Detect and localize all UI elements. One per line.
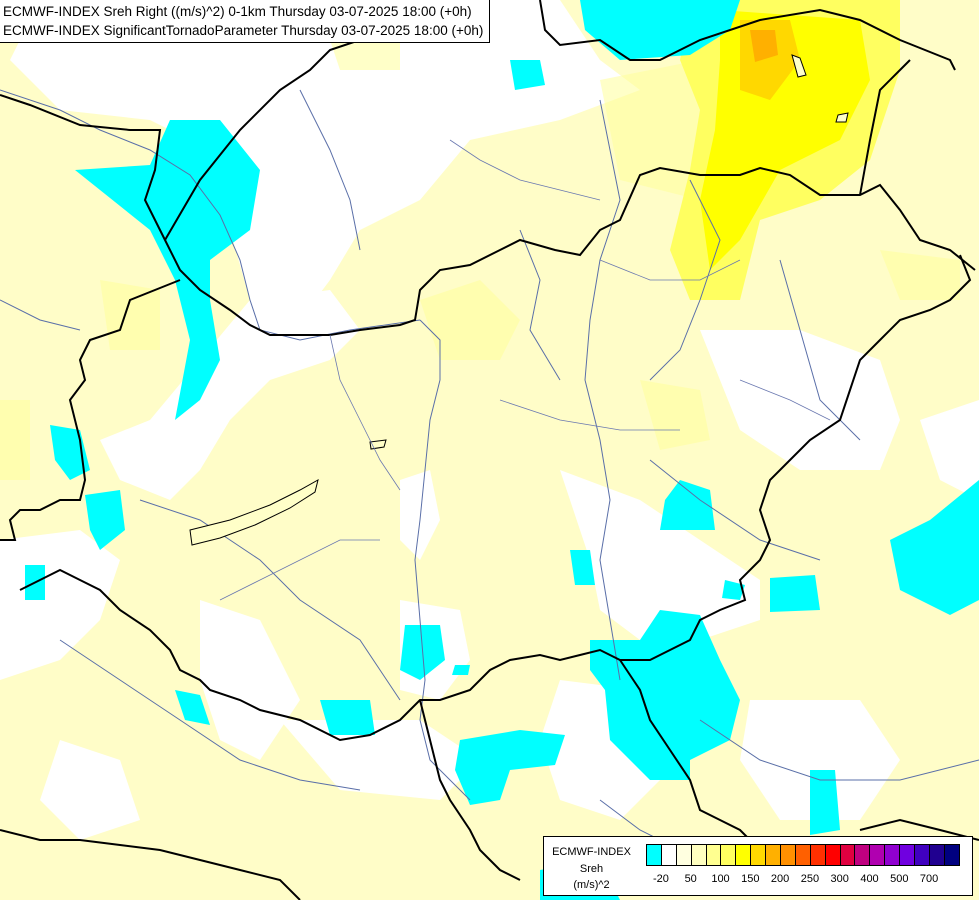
high-sreh-area bbox=[670, 0, 900, 300]
low-sreh-areas bbox=[25, 0, 979, 900]
legend-tick-label: 50 bbox=[684, 873, 697, 885]
legend-swatch bbox=[855, 844, 871, 866]
legend-swatch bbox=[825, 844, 841, 866]
legend-swatch-bar bbox=[646, 844, 960, 866]
legend-swatch bbox=[929, 844, 945, 866]
legend-swatch bbox=[900, 844, 916, 866]
legend-swatch bbox=[647, 844, 662, 866]
province-borders bbox=[219, 139, 831, 601]
legend-tick-label: 300 bbox=[830, 873, 849, 885]
legend-swatch bbox=[661, 844, 677, 866]
lakes bbox=[189, 54, 849, 546]
legend-tick-label: 250 bbox=[800, 873, 820, 885]
legend-tick-label: 400 bbox=[860, 873, 879, 885]
legend-swatch bbox=[736, 844, 752, 866]
legend-swatch bbox=[706, 844, 722, 866]
legend-swatch bbox=[766, 844, 782, 866]
map-title-line-2: ECMWF-INDEX SignificantTornadoParameter … bbox=[3, 23, 484, 38]
legend-swatch bbox=[676, 844, 692, 866]
legend-tick-label: 500 bbox=[890, 873, 909, 885]
legend-swatch bbox=[691, 844, 707, 866]
legend-swatch bbox=[810, 844, 826, 866]
legend-swatch bbox=[751, 844, 767, 866]
map-title-box: ECMWF-INDEX Sreh Right ((m/s)^2) 0-1km T… bbox=[0, 0, 491, 43]
legend-tick-label: 150 bbox=[741, 873, 760, 885]
map-title-line-1: ECMWF-INDEX Sreh Right ((m/s)^2) 0-1km T… bbox=[3, 4, 472, 19]
legend-unit-label: (m/s)^2 bbox=[573, 879, 610, 891]
legend-swatch bbox=[915, 844, 930, 866]
legend-tick-labels: -20 50 100 150 200 250 300 400 500 700 bbox=[646, 873, 966, 889]
legend-swatch bbox=[795, 844, 811, 866]
legend-swatch bbox=[885, 844, 901, 866]
legend-swatch bbox=[870, 844, 886, 866]
legend-swatch bbox=[721, 844, 737, 866]
legend-tick-label: 200 bbox=[770, 873, 790, 885]
legend-model-label: ECMWF-INDEX bbox=[552, 846, 631, 858]
legend-swatch bbox=[944, 844, 960, 866]
color-legend: ECMWF-INDEX Sreh (m/s)^2 -20 50 100 150 200 2… bbox=[543, 836, 973, 896]
legend-variable-label: Sreh bbox=[579, 863, 604, 875]
legend-tick-label: 700 bbox=[919, 873, 939, 885]
legend-tick-label: -20 bbox=[652, 873, 669, 885]
legend-swatch bbox=[840, 844, 856, 866]
legend-swatch bbox=[781, 844, 796, 866]
legend-tick-label: 100 bbox=[711, 873, 730, 885]
